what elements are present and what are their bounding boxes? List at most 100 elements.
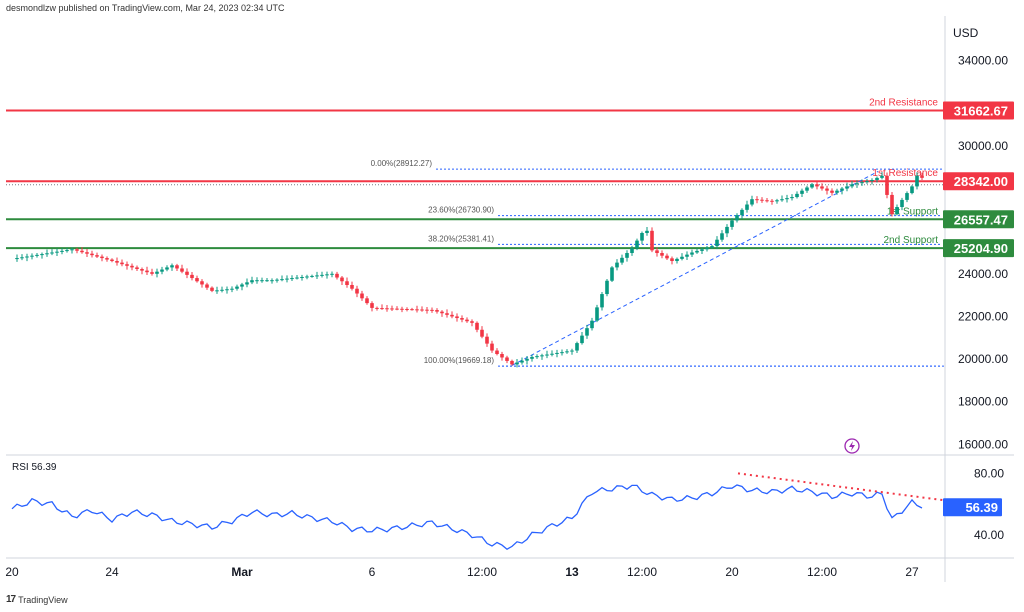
candle-body [545,354,549,356]
candle-body [525,358,529,361]
candle-body [720,233,724,240]
candle-body [725,226,729,234]
candle-body [590,320,594,329]
price-badge-support [943,239,1014,258]
price-badge-label: 28342.00 [954,174,1008,189]
candle-body [810,184,814,188]
price-badge-label: 25204.90 [954,241,1008,256]
brand-name: TradingView [18,594,68,605]
price-badge-label: 26557.47 [954,212,1008,227]
candle-body [175,265,179,269]
candle-body [695,250,699,253]
candle-body [125,264,129,266]
uptrend-line [511,171,879,366]
candle-body [800,190,804,194]
candle-body [65,250,69,252]
candle-body [75,249,79,251]
candle-body [580,335,584,344]
time-tick-label: 27 [905,565,919,579]
price-axis[interactable]: 16000.00 18000.00 20000.00 22000.00 24000.00… [958,54,1008,452]
candle-body [570,350,574,352]
candle-body [190,274,194,279]
time-tick-label: 12:00 [807,565,837,579]
candle-body [70,249,74,251]
candle-body [700,249,704,251]
candle-body [860,182,864,184]
candle-body [285,278,289,280]
candle-body [335,273,339,278]
candle-body [360,293,364,299]
candle-body [185,271,189,275]
candle-body [595,307,599,321]
candle-body [745,204,749,210]
candle-body [790,197,794,199]
candle-body [135,267,139,270]
candle-body [775,200,779,202]
candle-body [220,289,224,291]
candle-body [495,350,499,355]
candle-body [665,255,669,259]
candle-body [105,258,109,260]
event-marker[interactable] [844,438,860,454]
candle-body [195,278,199,282]
candle-body [205,284,209,288]
candle-body [785,198,789,200]
candle-body [300,277,304,279]
candle-body [55,251,59,253]
candle-body [615,262,619,268]
candle-body [340,277,344,282]
candle-body [150,272,154,274]
candle-body [375,307,379,309]
price-tick-label: 30000.00 [958,139,1008,153]
candle-body [440,311,444,314]
candle-body [385,308,389,310]
level-name-label: 2nd Resistance [869,97,938,108]
candle-body [145,270,149,273]
candle-body [890,194,894,215]
currency-unit: USD [953,26,979,40]
candle-body [255,280,259,282]
candle-body [680,256,684,259]
candle-body [660,253,664,256]
price-tick-label: 24000.00 [958,267,1008,281]
candle-body [420,309,424,311]
rsi-line [11,484,923,550]
candle-body [350,284,354,289]
candle-body [605,280,609,295]
level-name-label: 1st Resistance [872,168,938,179]
time-axis[interactable]: 20 24 Mar 6 12:00 13 12:00 20 12:00 27 [5,565,919,579]
candle-body [630,248,634,254]
rsi-tick-label: 40.00 [974,528,1004,542]
candle-body [735,215,739,221]
candle-body [460,318,464,320]
candle-body [880,175,884,178]
time-tick-label: 6 [369,565,376,579]
candle-body [430,309,434,311]
candle-body [905,193,909,200]
time-tick-label: 20 [5,565,19,579]
time-tick-label: 12:00 [627,565,657,579]
candle-body [20,257,24,259]
candle-body [470,321,474,323]
candle-body [355,288,359,294]
candle-body [505,357,509,361]
candle-body [415,309,419,311]
candle-body [550,353,554,355]
candle-body [535,356,539,358]
candle-body [635,240,639,249]
candle-body [480,329,484,337]
candle-body [390,308,394,310]
candle-body [400,308,404,310]
rsi-value-label: 56.39 [965,500,998,515]
candle-body [585,328,589,336]
candle-body [170,265,174,268]
candle-body [155,271,159,274]
candle-body [110,259,114,262]
candle-body [915,175,919,187]
candle-body [30,255,34,257]
candle-body [425,309,429,311]
candle-body [560,352,564,354]
candle-body [295,277,299,279]
candle-body [555,352,559,354]
